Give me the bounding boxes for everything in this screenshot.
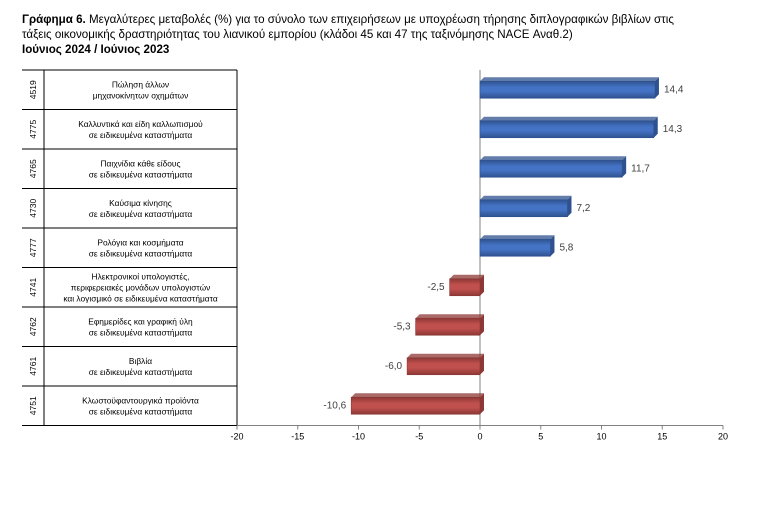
category-label: Ρολόγια και κοσμήματα [97,237,183,247]
category-label: σε ειδικευμένα καταστήματα [89,367,193,377]
negative-bar [406,357,481,376]
negative-bar-top [351,393,484,398]
negative-bar-side [480,314,484,336]
positive-bar-side [550,235,555,257]
x-axis-tick-label: 20 [718,432,728,442]
positive-bar [479,238,551,257]
positive-bar [479,120,655,139]
positive-bar-top [480,77,659,82]
positive-bar-top [480,116,658,121]
x-axis-tick-label: -10 [352,432,365,442]
bar-value-label: -10,6 [323,400,346,411]
bar-value-label: 7,2 [576,203,590,214]
bar-value-label: 14,3 [663,124,683,135]
positive-bar [479,199,568,218]
bar-value-label: -5,3 [393,321,411,332]
positive-bar [479,159,623,178]
chart-title-line2: τάξεις οικονομικής δραστηριότητας του λι… [22,28,573,41]
category-label: και λογισμικό σε ειδικευμένα καταστήματα [63,293,218,303]
positive-bar-top [480,156,627,161]
category-code: 4762 [28,317,38,336]
chart-title-line1: Μεγαλύτερες μεταβολές (%) για το σύνολο … [85,13,674,26]
chart-subtitle: Ιούνιος 2024 / Ιούνιος 2023 [22,43,170,56]
category-label: Εφημερίδες και γραφική ύλη [88,316,193,326]
x-axis-tick-label: 15 [657,432,667,442]
negative-bar-top [449,274,484,279]
positive-bar-side [653,116,658,138]
bar-value-label: 14,4 [664,84,684,95]
x-axis-tick-label: 0 [477,432,482,442]
x-axis-tick-label: -20 [230,432,243,442]
category-label: μηχανοκίνητων οχημάτων [93,90,189,100]
category-label: περιφερειακές μονάδων υπολογιστών [71,282,211,292]
category-label: Καύσιμα κίνησης [109,198,172,208]
x-axis-tick-label: 10 [596,432,606,442]
bar-value-label: 5,8 [559,242,573,253]
positive-bar-side [567,195,572,217]
negative-bar [449,278,481,297]
category-code: 4777 [28,238,38,257]
positive-bar [479,80,656,99]
category-code: 4519 [28,80,38,99]
category-label: σε ειδικευμένα καταστήματα [89,406,193,416]
category-label: Κλωστοϋφαντουργικά προϊόντα [82,395,199,405]
category-label: Παιχνίδια κάθε είδους [100,158,180,168]
negative-bar-top [415,314,484,319]
negative-bar-side [480,274,484,296]
x-axis-tick-label: -15 [291,432,304,442]
category-label: Καλλυντικά και είδη καλλωπισμού [78,119,203,129]
negative-bar-side [480,393,484,415]
bar-value-label: -6,0 [385,361,403,372]
chart-title: Γράφημα 6. Μεγαλύτερες μεταβολές (%) για… [22,12,752,57]
positive-bar-side [654,77,659,99]
category-label: σε ειδικευμένα καταστήματα [89,130,193,140]
category-label: σε ειδικευμένα καταστήματα [89,209,193,219]
x-axis-tick-label: 5 [538,432,543,442]
category-code: 4775 [28,120,38,139]
category-code: 4765 [28,159,38,178]
negative-bar-top [407,353,484,358]
category-label: σε ειδικευμένα καταστήματα [89,248,193,258]
negative-bar-side [480,353,484,375]
positive-bar-top [480,195,572,200]
category-label: Βιβλία [129,356,152,366]
bar-value-label: -2,5 [427,282,445,293]
category-code: 4761 [28,357,38,376]
negative-bar [350,396,481,415]
category-label: σε ειδικευμένα καταστήματα [89,169,193,179]
category-label: σε ειδικευμένα καταστήματα [89,327,193,337]
category-code: 4741 [28,278,38,297]
x-axis-tick-label: -5 [415,432,423,442]
positive-bar-side [622,156,627,178]
chart-title-prefix: Γράφημα 6. [22,13,86,26]
category-code: 4730 [28,199,38,218]
positive-bar-top [480,235,555,240]
category-label: Πώληση άλλων [112,79,169,89]
category-label: Ηλεκτρονικοί υπολογιστές, [92,271,190,281]
negative-bar [415,317,481,336]
bar-value-label: 11,7 [631,163,650,174]
category-code: 4751 [28,396,38,415]
